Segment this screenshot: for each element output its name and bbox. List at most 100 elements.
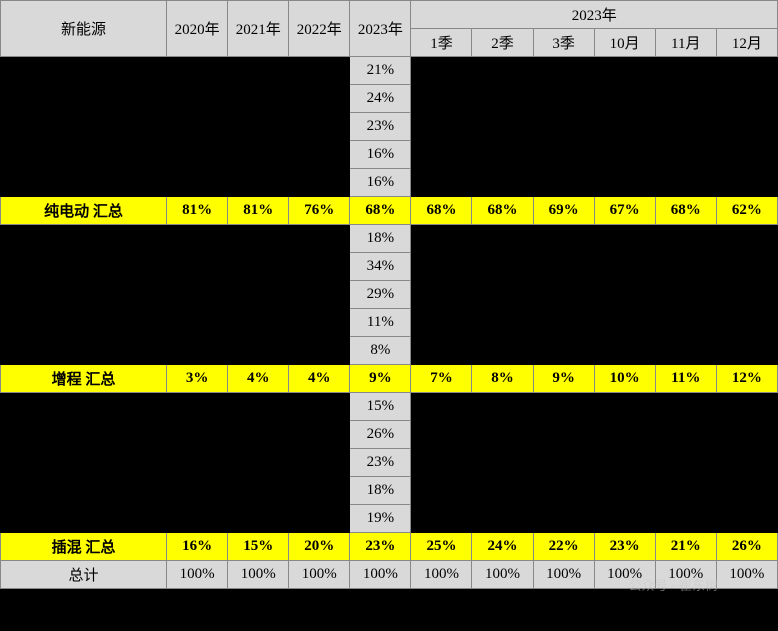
masked-cell [289,337,350,365]
masked-cell [411,421,472,449]
total-value: 100% [411,561,472,589]
summary-value: 4% [228,365,289,393]
summary-label: 增程 汇总 [1,365,167,393]
detail-value: 34% [350,253,411,281]
masked-cell [411,477,472,505]
masked-cell [472,281,533,309]
summary-value: 20% [289,533,350,561]
masked-cell [533,225,594,253]
masked-cell [655,309,716,337]
masked-cell [228,309,289,337]
masked-cell [472,505,533,533]
masked-cell [472,253,533,281]
summary-value: 76% [289,197,350,225]
total-value: 100% [533,561,594,589]
masked-cell [594,113,655,141]
masked-cell [716,113,777,141]
masked-cell [533,113,594,141]
masked-cell [472,113,533,141]
summary-value: 68% [411,197,472,225]
summary-label: 插混 汇总 [1,533,167,561]
masked-cell [167,281,228,309]
detail-value: 23% [350,449,411,477]
masked-cell [655,141,716,169]
col-2021: 2021年 [228,1,289,57]
detail-value: 18% [350,477,411,505]
masked-cell [228,169,289,197]
masked-cell [716,337,777,365]
col-group-2023: 2023年 [411,1,778,29]
masked-cell [594,505,655,533]
masked-cell [716,281,777,309]
masked-cell [228,85,289,113]
masked-cell [1,253,167,281]
masked-cell [228,225,289,253]
masked-cell [411,393,472,421]
col-m12: 12月 [716,29,777,57]
table-row: 15% [1,393,778,421]
summary-value: 21% [655,533,716,561]
table-row: 23% [1,449,778,477]
masked-cell [533,281,594,309]
masked-cell [594,225,655,253]
masked-cell [289,85,350,113]
masked-cell [655,449,716,477]
masked-cell [594,141,655,169]
masked-cell [533,85,594,113]
masked-cell [411,337,472,365]
masked-cell [1,477,167,505]
col-q1: 1季 [411,29,472,57]
masked-cell [594,309,655,337]
table-row: 29% [1,281,778,309]
masked-cell [533,253,594,281]
total-row: 总计100%100%100%100%100%100%100%100%100%10… [1,561,778,589]
masked-cell [533,449,594,477]
masked-cell [1,281,167,309]
masked-cell [289,253,350,281]
masked-cell [533,393,594,421]
masked-cell [594,169,655,197]
summary-row: 纯电动 汇总81%81%76%68%68%68%69%67%68%62% [1,197,778,225]
masked-cell [167,57,228,85]
masked-cell [533,169,594,197]
masked-cell [411,169,472,197]
masked-cell [716,85,777,113]
summary-value: 22% [533,533,594,561]
masked-cell [167,85,228,113]
summary-value: 23% [594,533,655,561]
masked-cell [472,477,533,505]
masked-cell [533,57,594,85]
masked-cell [228,505,289,533]
masked-cell [716,449,777,477]
table-row: 21% [1,57,778,85]
total-value: 100% [350,561,411,589]
masked-cell [533,477,594,505]
detail-value: 8% [350,337,411,365]
col-2022: 2022年 [289,1,350,57]
detail-value: 16% [350,141,411,169]
masked-cell [472,449,533,477]
summary-value: 25% [411,533,472,561]
masked-cell [228,449,289,477]
masked-cell [655,505,716,533]
masked-cell [411,225,472,253]
masked-cell [289,505,350,533]
masked-cell [594,337,655,365]
table-row: 16% [1,141,778,169]
table-header: 新能源 2020年 2021年 2022年 2023年 2023年 1季 2季 … [1,1,778,57]
masked-cell [716,253,777,281]
summary-value: 8% [472,365,533,393]
detail-value: 23% [350,113,411,141]
detail-value: 15% [350,393,411,421]
summary-value: 68% [350,197,411,225]
masked-cell [411,253,472,281]
masked-cell [289,309,350,337]
masked-cell [167,477,228,505]
masked-cell [167,113,228,141]
masked-cell [655,85,716,113]
masked-cell [472,57,533,85]
masked-cell [289,141,350,169]
masked-cell [716,225,777,253]
masked-cell [167,141,228,169]
masked-cell [655,281,716,309]
